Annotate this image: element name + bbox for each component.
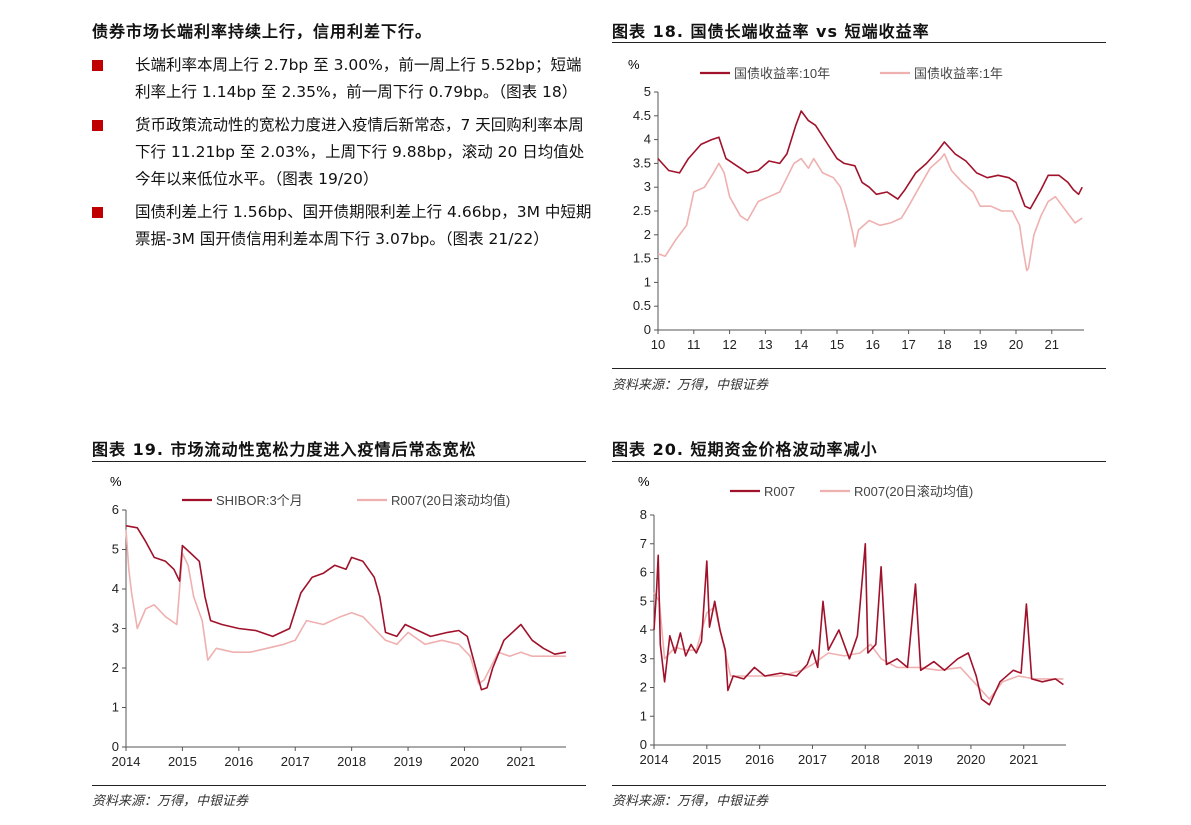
bullet-marker	[92, 207, 103, 218]
y-tick-label: 2	[112, 660, 119, 675]
x-tick-label: 2018	[337, 754, 366, 769]
x-tick-label: 15	[830, 337, 844, 352]
bullet-text: 国债利差上行 1.56bp、国开债期限利差上行 4.66bp，3M 中短期票据-…	[135, 203, 592, 248]
fig19-bottom-rule	[92, 785, 586, 786]
x-tick-label: 2018	[851, 752, 880, 767]
x-tick-label: 2016	[224, 754, 253, 769]
y-tick-label: 4	[640, 622, 647, 637]
legend-label: R007(20日滚动均值)	[391, 493, 510, 508]
fig20-title: 图表 20. 短期资金价格波动率减小	[612, 440, 878, 459]
legend-label: 国债收益率:1年	[914, 66, 1003, 81]
series-line-dark	[125, 525, 567, 691]
y-tick-label: 5	[644, 84, 651, 99]
x-tick-label: 20	[1009, 337, 1023, 352]
list-item: 货币政策流动性的宽松力度进入疫情后新常态，7 天回购利率本周下行 11.21bp…	[92, 112, 592, 193]
y-tick-label: 1	[112, 700, 119, 715]
y-tick-label: 4	[112, 581, 119, 596]
fig19-source: 资料来源：万得，中银证券	[92, 794, 249, 809]
y-tick-label: 3	[644, 179, 651, 194]
y-tick-label: 6	[640, 565, 647, 580]
bullet-text: 长端利率本周上行 2.7bp 至 3.00%，前一周上行 5.52bp；短端利率…	[135, 56, 582, 101]
y-tick-label: 6	[112, 502, 119, 517]
x-tick-label: 2015	[692, 752, 721, 767]
x-tick-label: 14	[794, 337, 808, 352]
x-tick-label: 2015	[168, 754, 197, 769]
y-tick-label: 5	[640, 593, 647, 608]
y-tick-label: 2	[644, 227, 651, 242]
fig18-chart: % 0 0.5 1 1.5 2 2.5 3 3.5 4 4.5 5 10 11 12 13 14 15 16 17 18…	[628, 57, 1084, 352]
x-tick-label: 19	[973, 337, 987, 352]
fig19-chart: % 0 1 2 3 4 5 6 2014 2015 2016 2017 2018 2019 2020 2021…	[110, 474, 567, 769]
legend-label: R007(20日滚动均值)	[854, 484, 973, 499]
bullet-marker	[92, 60, 103, 71]
fig20-bottom-rule	[612, 785, 1106, 786]
y-unit-label: %	[110, 474, 122, 489]
x-tick-label: 2021	[1009, 752, 1038, 767]
y-tick-label: 1.5	[633, 251, 651, 266]
fig20-top-rule	[612, 461, 1106, 462]
bullet-list: 长端利率本周上行 2.7bp 至 3.00%，前一周上行 5.52bp；短端利率…	[92, 52, 592, 259]
x-tick-label: 2019	[394, 754, 423, 769]
y-tick-label: 3	[112, 621, 119, 636]
legend-label: SHIBOR:3个月	[216, 493, 303, 508]
x-tick-label: 16	[866, 337, 880, 352]
x-tick-label: 2017	[281, 754, 310, 769]
legend-label: 国债收益率:10年	[734, 66, 830, 81]
y-tick-label: 5	[112, 542, 119, 557]
y-tick-label: 4.5	[633, 108, 651, 123]
y-tick-label: 0	[640, 737, 647, 752]
y-tick-label: 2.5	[633, 203, 651, 218]
fig18-top-rule	[612, 42, 1106, 43]
x-tick-label: 10	[651, 337, 665, 352]
x-tick-label: 2020	[956, 752, 985, 767]
x-tick-label: 2014	[640, 752, 669, 767]
x-tick-label: 12	[722, 337, 736, 352]
series-line-dark	[653, 543, 1064, 706]
x-tick-label: 2019	[904, 752, 933, 767]
y-unit-label: %	[628, 57, 640, 72]
legend-label: R007	[764, 484, 795, 499]
x-tick-label: 18	[937, 337, 951, 352]
y-tick-label: 2	[640, 680, 647, 695]
y-tick-label: 0	[644, 322, 651, 337]
x-tick-label: 11	[687, 337, 701, 352]
x-tick-label: 21	[1045, 337, 1059, 352]
fig20-source: 资料来源：万得，中银证券	[612, 794, 769, 809]
list-item: 国债利差上行 1.56bp、国开债期限利差上行 4.66bp，3M 中短期票据-…	[92, 199, 592, 253]
y-tick-label: 1	[644, 274, 651, 289]
x-tick-label: 2017	[798, 752, 827, 767]
series-line-light	[653, 592, 1064, 700]
fig20-chart: % 0 1 2 3 4 5 6 7 8 2014 2015 2016 2017 2018 2019 2020 20…	[638, 474, 1066, 767]
y-tick-label: 1	[640, 708, 647, 723]
bullet-marker	[92, 120, 103, 131]
fig18-source: 资料来源：万得，中银证券	[612, 378, 769, 393]
x-tick-label: 2021	[506, 754, 535, 769]
fig18-bottom-rule	[612, 368, 1106, 369]
x-tick-label: 2020	[450, 754, 479, 769]
series-line-light	[125, 529, 566, 685]
y-tick-label: 4	[644, 132, 651, 147]
bullet-text: 货币政策流动性的宽松力度进入疫情后新常态，7 天回购利率本周下行 11.21bp…	[135, 116, 585, 188]
x-tick-label: 2014	[112, 754, 141, 769]
y-tick-label: 0	[112, 739, 119, 754]
fig18-title: 图表 18. 国债长端收益率 vs 短端收益率	[612, 22, 930, 41]
series-line-dark	[657, 110, 1083, 210]
series-line-light	[657, 153, 1083, 272]
x-tick-label: 13	[758, 337, 772, 352]
y-tick-label: 3.5	[633, 155, 651, 170]
left-section-title: 债券市场长端利率持续上行，信用利差下行。	[92, 22, 433, 41]
y-tick-label: 3	[640, 651, 647, 666]
y-tick-label: 8	[640, 507, 647, 522]
list-item: 长端利率本周上行 2.7bp 至 3.00%，前一周上行 5.52bp；短端利率…	[92, 52, 592, 106]
y-unit-label: %	[638, 474, 650, 489]
fig19-top-rule	[92, 461, 586, 462]
y-tick-label: 0.5	[633, 298, 651, 313]
x-tick-label: 17	[901, 337, 915, 352]
y-tick-label: 7	[640, 536, 647, 551]
x-tick-label: 2016	[745, 752, 774, 767]
fig19-title: 图表 19. 市场流动性宽松力度进入疫情后常态宽松	[92, 440, 477, 459]
